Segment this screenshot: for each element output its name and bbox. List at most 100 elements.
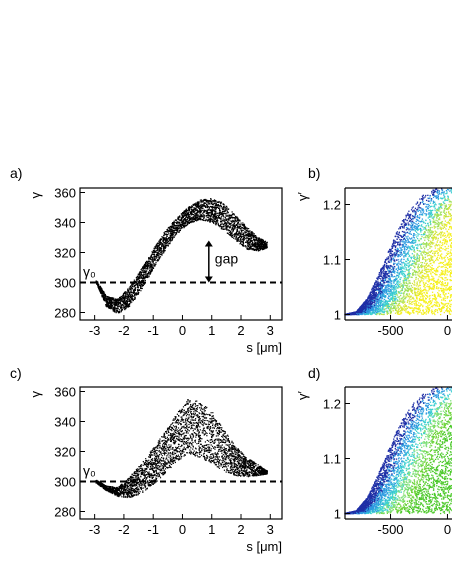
data-point — [180, 213, 182, 215]
data-point — [229, 218, 231, 220]
data-point — [219, 225, 221, 227]
data-point — [435, 238, 437, 240]
data-point — [238, 231, 240, 234]
data-point — [189, 213, 191, 216]
data-point — [436, 269, 439, 272]
data-point — [205, 210, 207, 212]
data-point — [141, 268, 143, 270]
data-point — [253, 249, 255, 251]
data-point — [162, 244, 164, 246]
data-point — [227, 225, 229, 227]
data-point — [387, 269, 389, 271]
data-point — [196, 206, 198, 208]
data-point — [450, 220, 452, 222]
data-point — [157, 252, 159, 254]
data-point — [209, 220, 212, 222]
data-point — [176, 231, 178, 233]
data-point — [237, 225, 239, 227]
data-point — [386, 274, 389, 276]
data-point — [193, 210, 195, 213]
data-point — [235, 235, 237, 237]
data-point — [223, 219, 225, 222]
data-point — [126, 300, 128, 302]
data-point — [174, 232, 177, 234]
data-point — [449, 296, 452, 299]
data-point — [215, 208, 217, 210]
plot-frame — [79, 187, 283, 321]
data-point — [400, 270, 402, 272]
data-point — [224, 205, 226, 207]
data-point — [149, 272, 152, 274]
data-point — [202, 204, 204, 206]
data-point — [229, 225, 231, 227]
data-point — [436, 309, 438, 311]
data-point — [263, 242, 265, 244]
data-point — [128, 287, 130, 289]
data-point — [428, 197, 430, 200]
data-point — [166, 234, 168, 236]
data-point — [402, 241, 404, 243]
data-point — [188, 208, 191, 210]
data-point — [176, 221, 178, 223]
data-point — [163, 246, 165, 248]
data-point — [209, 219, 211, 221]
data-point — [151, 259, 153, 261]
data-point — [382, 277, 385, 280]
data-point — [153, 250, 155, 252]
data-point — [201, 205, 203, 207]
data-point — [265, 245, 268, 247]
data-point — [392, 297, 394, 300]
data-point — [228, 230, 230, 232]
data-point — [407, 228, 409, 230]
data-point — [138, 273, 140, 275]
data-point — [144, 271, 146, 273]
data-point — [146, 262, 148, 264]
data-point — [184, 217, 187, 219]
data-point — [448, 204, 450, 206]
data-point — [242, 236, 244, 238]
data-point — [243, 236, 245, 239]
data-point — [384, 270, 386, 273]
data-point — [374, 312, 376, 314]
data-point — [240, 240, 243, 242]
data-point — [425, 225, 427, 227]
data-point — [108, 305, 110, 308]
data-point — [254, 243, 257, 245]
data-point — [244, 232, 247, 234]
data-point — [156, 246, 159, 249]
data-point — [102, 295, 104, 297]
data-point — [247, 243, 249, 245]
data-point — [447, 263, 450, 265]
data-point — [143, 279, 145, 281]
data-point — [101, 293, 103, 295]
data-point — [445, 277, 447, 279]
data-point — [217, 206, 219, 208]
data-point — [433, 216, 435, 218]
data-point — [259, 240, 261, 243]
data-point — [156, 259, 158, 262]
data-point — [239, 234, 241, 236]
data-point — [232, 228, 234, 230]
data-point — [414, 210, 416, 212]
data-point — [263, 247, 266, 249]
data-point — [392, 287, 394, 289]
data-point — [450, 252, 452, 254]
data-point — [233, 220, 235, 222]
data-point — [436, 215, 438, 217]
data-point — [253, 242, 256, 244]
data-point — [152, 256, 154, 258]
data-point — [440, 272, 442, 274]
data-point — [190, 213, 193, 215]
data-point — [431, 241, 433, 244]
data-point — [393, 252, 396, 254]
data-point — [432, 234, 435, 237]
data-point — [450, 204, 452, 206]
data-point — [181, 223, 183, 225]
data-point — [167, 242, 169, 244]
data-point — [110, 301, 112, 304]
data-point — [432, 209, 434, 212]
data-point — [450, 249, 452, 251]
data-point — [231, 233, 233, 235]
data-point — [417, 272, 419, 274]
